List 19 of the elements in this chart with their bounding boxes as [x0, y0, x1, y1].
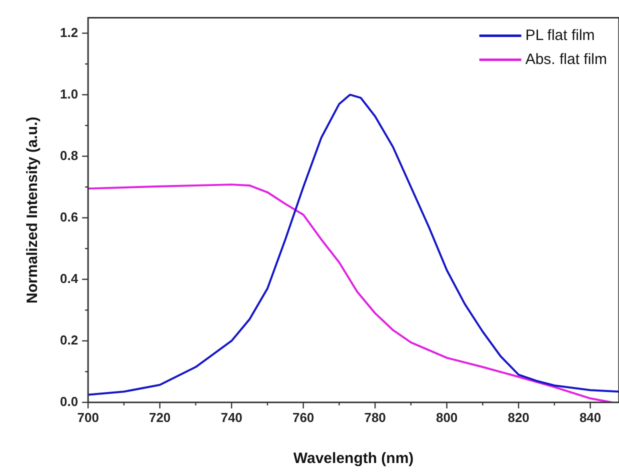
- x-tick-label: 760: [292, 410, 314, 425]
- y-tick-label: 1.2: [60, 24, 78, 40]
- y-tick-label: 0.8: [60, 148, 78, 163]
- x-tick-label: 720: [148, 410, 171, 425]
- x-tick-label: 780: [364, 410, 386, 425]
- y-tick-label: 0.6: [60, 209, 78, 224]
- y-tick-label: 0.4: [60, 270, 79, 286]
- y-tick-label: 0.0: [60, 394, 78, 409]
- y-tick-label: 1.0: [60, 86, 78, 102]
- x-axis-title: Wavelength (nm): [293, 450, 414, 468]
- x-tick-label: 700: [77, 410, 99, 425]
- x-tick-label: 740: [220, 410, 242, 425]
- x-tick-label: 840: [579, 410, 602, 425]
- y-axis-title: Normalized Intensity (a.u.): [24, 116, 42, 304]
- legend-label: Abs. flat film: [525, 50, 607, 68]
- x-tick-label: 820: [508, 410, 530, 425]
- x-tick-label: 800: [436, 410, 458, 425]
- y-tick-label: 0.2: [60, 332, 78, 348]
- legend-label: PL flat film: [525, 26, 595, 44]
